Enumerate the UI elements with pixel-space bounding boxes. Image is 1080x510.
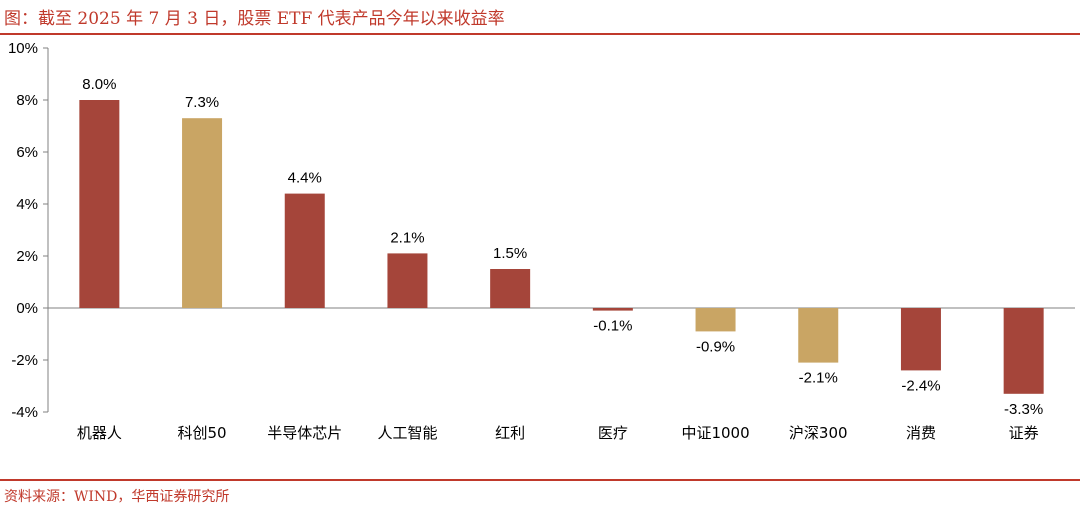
bar	[387, 253, 428, 308]
y-tick-label: -2%	[11, 352, 38, 369]
bar	[592, 308, 633, 311]
y-tick-label: 8%	[16, 92, 38, 109]
bar	[182, 118, 223, 308]
y-tick-label: 2%	[16, 248, 38, 265]
data-label: -2.1%	[799, 370, 838, 387]
y-tick-label: 10%	[8, 40, 38, 57]
data-label: -0.1%	[593, 318, 632, 335]
data-label: 7.3%	[185, 94, 219, 111]
bar	[490, 269, 531, 308]
top-divider	[0, 33, 1080, 35]
bar	[284, 193, 325, 308]
x-category-label: 半导体芯片	[267, 424, 342, 442]
x-category-label: 医疗	[598, 424, 628, 442]
chart-title: 图：截至 2025 年 7 月 3 日，股票 ETF 代表产品今年以来收益率	[4, 9, 505, 29]
x-category-label: 消费	[906, 424, 936, 442]
bar	[79, 100, 120, 308]
y-tick-label: 0%	[16, 300, 38, 317]
bar	[798, 308, 839, 363]
bottom-divider	[0, 479, 1080, 481]
y-tick-label: 4%	[16, 196, 38, 213]
data-label: 1.5%	[493, 245, 527, 262]
bar	[695, 308, 736, 332]
x-category-label: 机器人	[77, 424, 122, 442]
data-label: 2.1%	[390, 229, 424, 246]
bar	[900, 308, 941, 371]
bar	[1003, 308, 1044, 394]
data-label: -2.4%	[901, 377, 940, 394]
x-category-label: 红利	[495, 424, 525, 442]
data-label: 8.0%	[82, 76, 116, 93]
data-label: 4.4%	[288, 170, 322, 187]
x-category-label: 沪深300	[789, 424, 848, 442]
y-tick-label: 6%	[16, 144, 38, 161]
source-note: 资料来源：WIND，华西证券研究所	[4, 489, 230, 505]
x-category-label: 证券	[1009, 424, 1039, 442]
data-label: -3.3%	[1004, 401, 1043, 418]
bar-chart: 10% 8% 6% 4% 2% 0% -2% -4% 8.0% 机器人 7.3% 科创50 4.4% 半导…	[8, 40, 1075, 442]
data-label: -0.9%	[696, 338, 735, 355]
x-category-label: 人工智能	[377, 424, 437, 442]
y-tick-label: -4%	[11, 404, 38, 421]
x-category-label: 中证1000	[681, 424, 749, 442]
x-category-label: 科创50	[178, 424, 227, 442]
